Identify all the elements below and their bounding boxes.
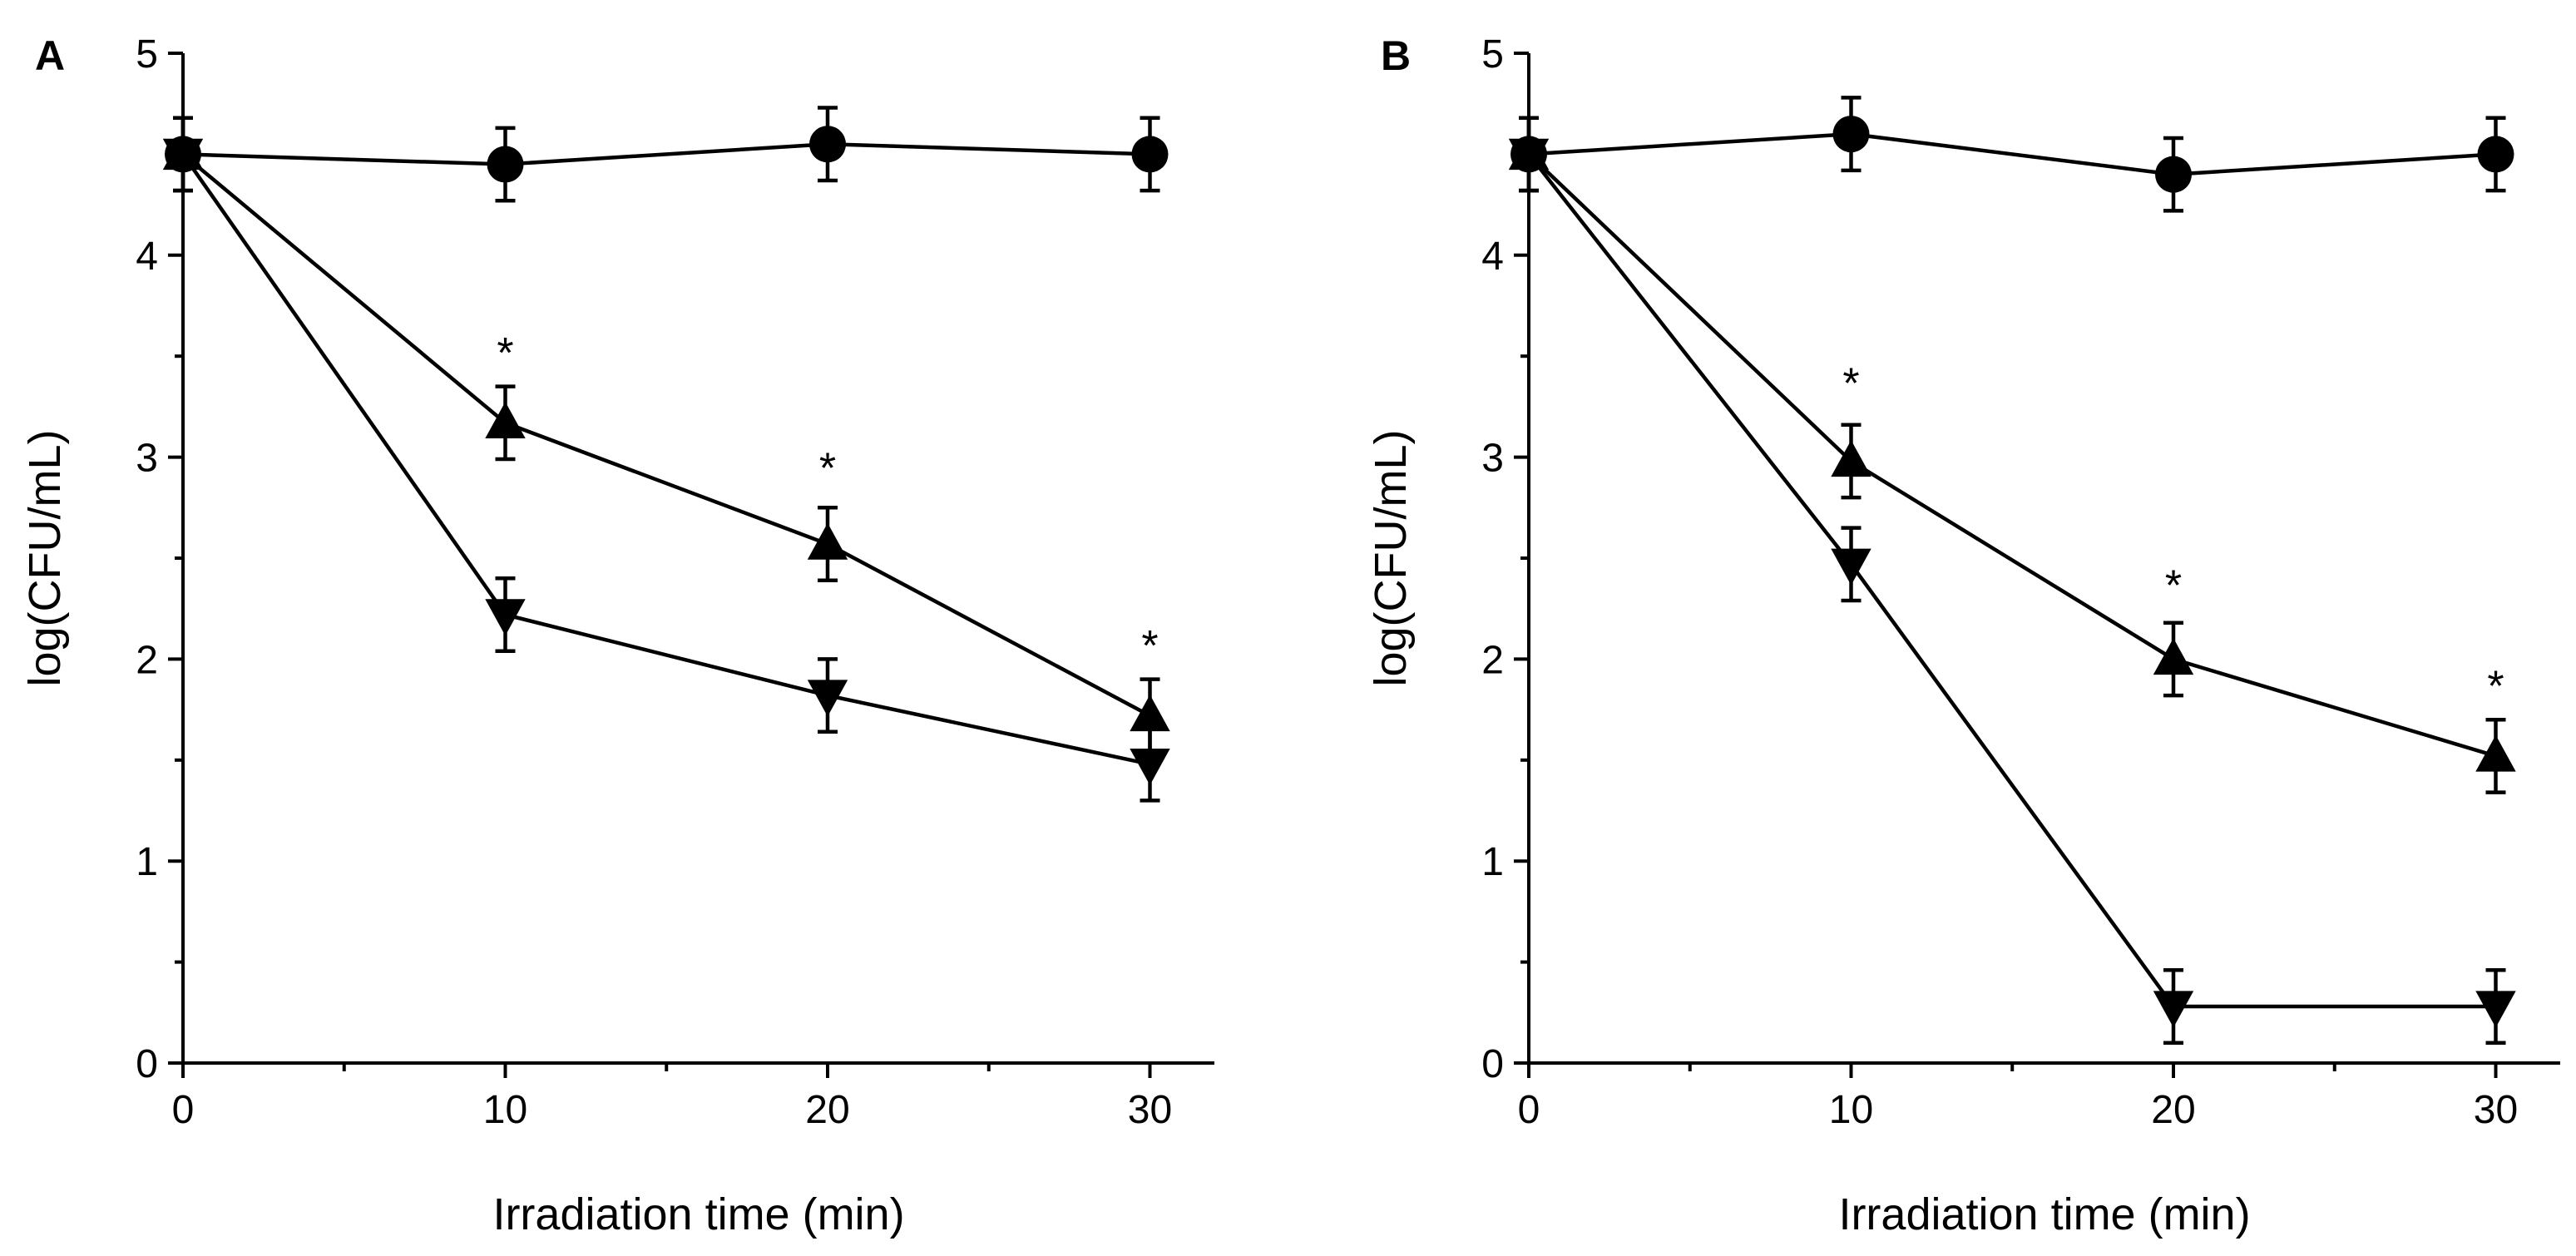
y-tick-label: 4: [136, 235, 158, 279]
y-tick-label: 0: [136, 1042, 158, 1086]
x-tick-label: 0: [172, 1088, 195, 1132]
panel-letter: A: [35, 32, 65, 79]
data-point-triangle-down: [485, 599, 526, 636]
significance-star: *: [2165, 561, 2182, 610]
data-point-triangle-down: [162, 138, 204, 176]
data-point-triangle-down: [1508, 138, 1550, 176]
x-axis-title: Irradiation time (min): [492, 1189, 904, 1239]
data-point-triangle-down: [807, 680, 848, 717]
y-tick-label: 2: [1481, 638, 1504, 682]
series-line: [1527, 153, 2496, 1009]
y-axis-title: log(CFU/mL): [20, 429, 70, 686]
series-triangle-down: [1508, 116, 2516, 1045]
data-point-triangle-up: [807, 522, 848, 560]
series-line: [1527, 152, 2497, 759]
data-point-circle: [1832, 116, 1870, 153]
y-tick-label: 3: [136, 437, 158, 481]
series-circle: [165, 106, 1169, 203]
significance-star: *: [819, 444, 836, 492]
y-axis-title: log(CFU/mL): [1366, 429, 1416, 686]
y-tick-label: 4: [1481, 235, 1504, 279]
y-tick-label: 5: [136, 32, 158, 77]
significance-star: *: [497, 329, 513, 378]
y-tick-label: 0: [1481, 1042, 1504, 1086]
series-line: [181, 153, 1150, 766]
y-tick-label: 1: [136, 840, 158, 884]
y-tick-label: 3: [1481, 437, 1504, 481]
data-point-triangle-up: [2153, 638, 2194, 675]
significance-star: *: [1842, 359, 1859, 408]
y-tick-label: 1: [1481, 840, 1504, 884]
data-point-circle: [1131, 136, 1169, 173]
x-tick-label: 10: [483, 1088, 527, 1132]
series-line: [181, 152, 1151, 718]
panel-a: A 0 1 2 3 4 5 0 10 20 30 Irradiation time (min) log(…: [20, 32, 1214, 1239]
x-tick-label: 30: [2474, 1088, 2518, 1132]
panel-b: B 0 1 2 3 4 5 0 10 20 30 Irradiation time (min) log(…: [1366, 32, 2560, 1239]
data-point-triangle-down: [1130, 748, 1170, 785]
series-line: [182, 142, 1150, 166]
x-tick-label: 10: [1829, 1088, 1873, 1132]
x-tick-label: 30: [1128, 1088, 1172, 1132]
series-circle: [1510, 96, 2514, 213]
y-tick-label: 2: [136, 638, 158, 682]
data-point-triangle-down: [1831, 548, 1871, 586]
x-tick-label: 0: [1518, 1088, 1540, 1132]
series-triangle-up: [1508, 116, 2516, 794]
data-point-circle: [487, 146, 524, 183]
y-tick-label: 5: [1481, 32, 1504, 77]
series-triangle-down: [162, 116, 1170, 803]
x-tick-label: 20: [2151, 1088, 2195, 1132]
data-point-triangle-up: [485, 402, 526, 439]
panel-letter: B: [1381, 32, 1411, 79]
x-tick-label: 20: [805, 1088, 849, 1132]
significance-star: *: [2487, 663, 2504, 711]
data-point-triangle-up: [2475, 734, 2516, 772]
data-point-circle: [2155, 156, 2192, 193]
data-point-circle: [809, 126, 846, 163]
data-point-triangle-down: [2475, 991, 2516, 1028]
significance-star: *: [1141, 622, 1158, 670]
series-line: [1528, 131, 2496, 176]
data-point-triangle-up: [1130, 695, 1170, 732]
data-point-circle: [2477, 136, 2514, 173]
x-axis-title: Irradiation time (min): [1838, 1189, 2250, 1239]
data-point-triangle-up: [1831, 440, 1871, 477]
data-point-triangle-down: [2153, 991, 2194, 1028]
